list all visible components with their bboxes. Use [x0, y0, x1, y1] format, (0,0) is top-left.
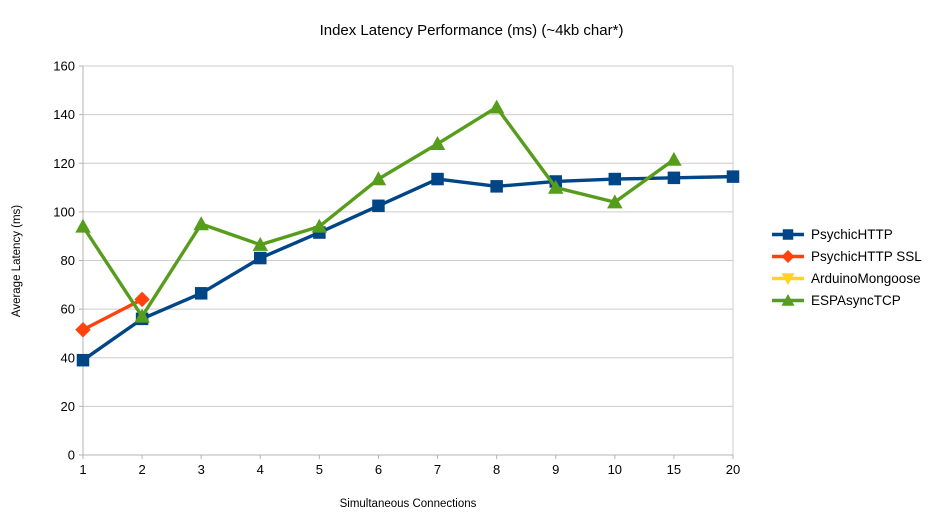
- data-point-marker: [488, 99, 505, 114]
- legend-item-psychichttp: PsychicHTTP: [772, 226, 922, 243]
- data-point-marker: [134, 291, 150, 308]
- data-point-marker: [193, 216, 209, 231]
- y-tick-label: 140: [53, 107, 75, 122]
- data-point-marker: [370, 171, 387, 186]
- legend-label: ESPAsyncTCP: [811, 293, 901, 308]
- data-point-marker: [666, 151, 682, 166]
- legend-swatch-diamond-icon: [772, 249, 804, 264]
- y-tick-label: 120: [53, 156, 75, 171]
- data-point-marker: [372, 199, 385, 213]
- legend-label: PsychicHTTP SSL: [811, 249, 922, 264]
- legend-swatch-square-icon: [772, 229, 804, 240]
- legend-swatch-triangle-down-icon: [772, 273, 804, 286]
- data-point-marker: [781, 249, 795, 264]
- data-point-marker: [782, 229, 794, 240]
- legend-label: ArduinoMongoose: [811, 271, 921, 286]
- x-tick-label: 7: [434, 462, 441, 477]
- data-point-marker: [429, 136, 446, 150]
- x-tick-label: 5: [316, 462, 323, 477]
- series-line-psychichttp: [81, 174, 735, 362]
- legend-label: PsychicHTTP: [811, 227, 893, 242]
- y-tick-label: 100: [53, 204, 75, 219]
- data-point-marker: [781, 273, 795, 286]
- data-point-marker: [726, 170, 740, 183]
- data-point-marker: [252, 236, 269, 251]
- data-point-marker: [254, 251, 267, 265]
- legend-item-psychichttp-ssl: PsychicHTTP SSL: [772, 248, 922, 265]
- x-tick-label: 20: [726, 462, 740, 477]
- y-tick-label: 60: [61, 302, 75, 317]
- chart-title: Index Latency Performance (ms) (~4kb cha…: [319, 22, 624, 39]
- y-tick-label: 0: [68, 448, 75, 463]
- legend-item-arduinomongoose: ArduinoMongoose: [772, 270, 922, 287]
- data-point-marker: [431, 172, 444, 186]
- data-point-marker: [75, 322, 91, 338]
- x-tick-label: 10: [608, 462, 622, 477]
- data-point-marker: [134, 308, 150, 323]
- data-point-marker: [311, 218, 328, 233]
- data-point-marker: [667, 171, 681, 185]
- y-tick-label: 40: [61, 350, 75, 365]
- x-tick-label: 9: [552, 462, 559, 477]
- data-point-marker: [194, 287, 208, 300]
- x-tick-label: 3: [198, 462, 205, 477]
- legend-item-espasynctcp: ESPAsyncTCP: [772, 292, 922, 309]
- y-axis-title: Average Latency (ms): [11, 204, 23, 318]
- x-tick-label: 4: [257, 462, 264, 477]
- data-point-marker: [76, 353, 90, 367]
- x-tick-label: 15: [667, 462, 681, 477]
- x-tick-label: 6: [375, 462, 382, 477]
- data-point-marker: [607, 194, 623, 209]
- data-point-marker: [75, 218, 91, 233]
- x-axis-title: Simultaneous Connections: [339, 498, 477, 510]
- data-point-marker: [608, 172, 622, 186]
- y-tick-label: 80: [61, 253, 75, 268]
- legend: PsychicHTTP PsychicHTTP SSL ArduinoMongoos…: [772, 226, 922, 309]
- data-point-marker: [547, 179, 564, 194]
- y-tick-label: 20: [61, 399, 75, 414]
- x-tick-label: 1: [79, 462, 86, 477]
- y-tick-label: 160: [53, 59, 75, 74]
- data-point-marker: [781, 293, 795, 306]
- x-tick-label: 8: [493, 462, 500, 477]
- legend-swatch-triangle-up-icon: [772, 293, 804, 306]
- x-tick-label: 2: [138, 462, 145, 477]
- data-point-marker: [490, 180, 503, 193]
